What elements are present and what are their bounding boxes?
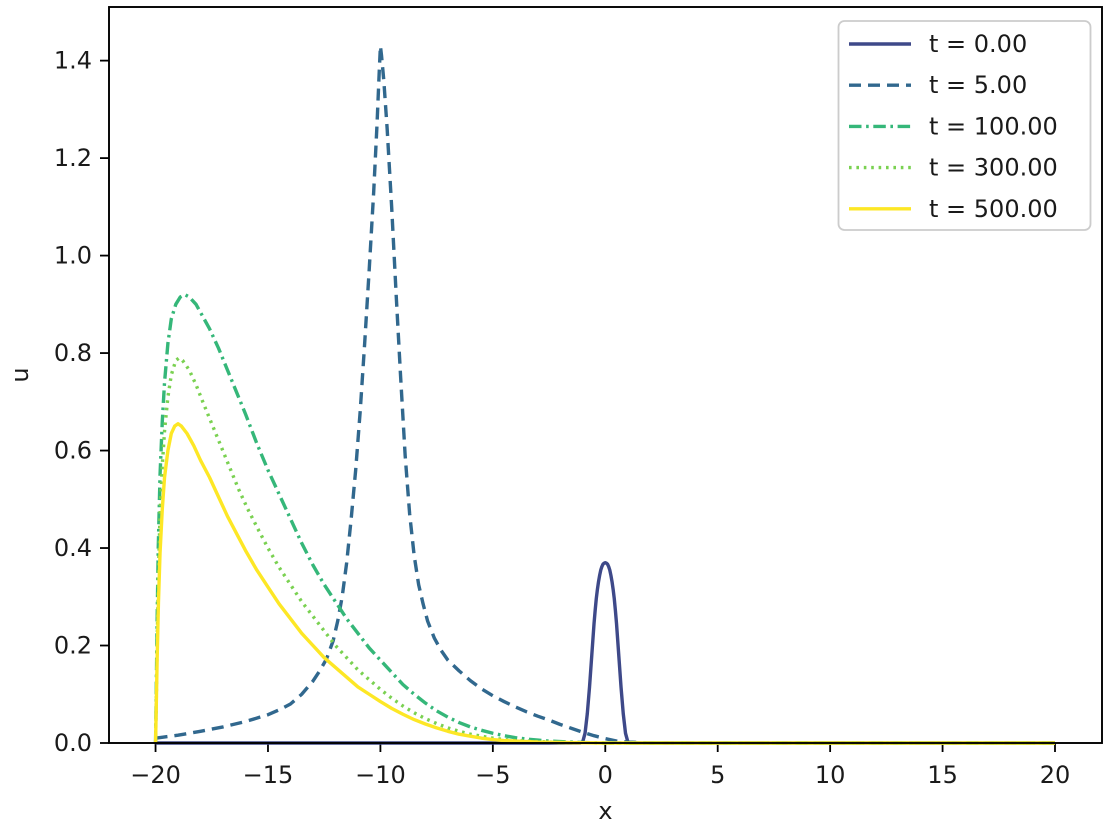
x-axis-tick-label: 5	[710, 761, 725, 789]
x-axis-tick-label: −20	[130, 761, 181, 789]
x-axis-tick-label: −5	[475, 761, 510, 789]
y-axis-tick-label: 1.2	[54, 144, 92, 172]
legend-label-t300: t = 300.00	[929, 154, 1058, 182]
y-axis-tick-label: 0.8	[54, 339, 92, 367]
y-axis-tick-label: 1.4	[54, 47, 92, 75]
series-line-t100	[153, 292, 1055, 745]
legend-label-t0: t = 0.00	[929, 30, 1027, 58]
legend-label-t500: t = 500.00	[929, 195, 1058, 223]
axes-frame	[108, 6, 1103, 744]
y-axis-tick-label: 0.6	[54, 437, 92, 465]
y-axis-tick-label: 0.0	[54, 729, 92, 757]
x-axis-tick-label: 10	[815, 761, 846, 789]
legend-label-t5: t = 5.00	[929, 71, 1027, 99]
x-axis-tick-label: −10	[355, 761, 406, 789]
legend-label-t100: t = 100.00	[929, 112, 1058, 140]
x-axis-tick-label: 15	[927, 761, 958, 789]
y-axis-tick-label: 0.4	[54, 534, 92, 562]
y-axis-label: u	[6, 367, 34, 382]
series-line-t500	[153, 422, 1055, 745]
x-axis-tick-label: 0	[598, 761, 613, 789]
series-line-t5	[155, 44, 1055, 745]
y-axis-tick-label: 1.0	[54, 242, 92, 270]
legend-box	[837, 20, 1092, 231]
x-axis-tick-label: 20	[1040, 761, 1071, 789]
series-line-t0	[155, 560, 1055, 745]
x-axis-tick-label: −15	[243, 761, 294, 789]
x-axis-label: x	[598, 797, 612, 825]
y-axis-tick-label: 0.2	[54, 632, 92, 660]
